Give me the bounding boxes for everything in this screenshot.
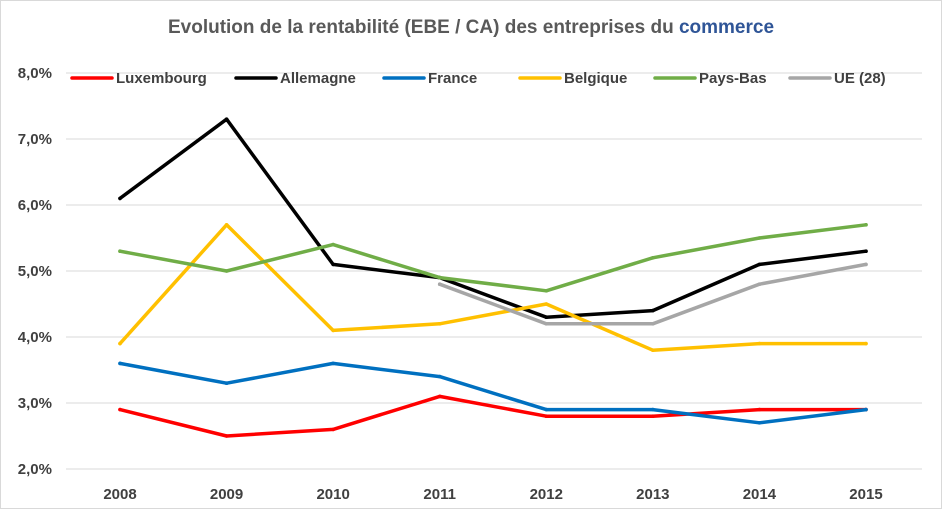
legend-item: Pays-Bas: [653, 70, 767, 87]
series-line: [437, 262, 868, 326]
data-point: [864, 223, 868, 227]
data-point: [437, 374, 442, 379]
x-tick-label: 2011: [423, 486, 456, 503]
legend-label: France: [428, 70, 477, 87]
series-line: [118, 394, 868, 438]
legend-label: Luxembourg: [116, 70, 207, 87]
data-point: [224, 223, 229, 227]
series-allemagne: [118, 117, 868, 320]
series-belgique: [118, 223, 868, 353]
data-point: [651, 308, 655, 313]
legend-item: Luxembourg: [70, 70, 207, 87]
x-tick-label: 2010: [316, 486, 349, 503]
data-point: [437, 322, 442, 326]
data-point: [651, 322, 655, 326]
data-point: [118, 361, 122, 366]
data-point: [437, 275, 442, 280]
series-line: [118, 117, 868, 319]
series-lines: [118, 117, 868, 438]
data-point: [544, 322, 549, 326]
data-point: [118, 407, 122, 412]
data-point: [757, 282, 762, 287]
legend-label: Allemagne: [280, 70, 356, 87]
y-tick-label: 2,0%: [18, 461, 52, 478]
data-point: [651, 407, 655, 412]
data-point: [651, 414, 655, 419]
data-point: [544, 414, 549, 419]
data-point: [437, 394, 442, 399]
x-tick-label: 2014: [743, 486, 777, 503]
data-point: [224, 381, 229, 386]
chart-title: Evolution de la rentabilité (EBE / CA) d…: [0, 17, 942, 39]
data-point: [224, 117, 229, 121]
data-point: [757, 262, 762, 267]
y-tick-label: 4,0%: [18, 329, 52, 346]
y-tick-label: 7,0%: [18, 131, 52, 148]
data-point: [331, 361, 335, 366]
data-point: [544, 289, 549, 293]
y-tick-label: 3,0%: [18, 395, 52, 412]
data-point: [224, 269, 229, 273]
data-point: [864, 249, 868, 253]
data-point: [864, 341, 868, 346]
legend-item: UE (28): [788, 70, 886, 87]
data-point: [224, 434, 229, 438]
data-point: [757, 421, 762, 425]
data-point: [331, 242, 335, 247]
y-tick-label: 8,0%: [18, 65, 52, 82]
data-point: [331, 427, 335, 432]
data-point: [544, 302, 549, 306]
legend-label: UE (28): [834, 70, 886, 87]
x-tick-label: 2015: [849, 486, 882, 503]
x-tick-label: 2008: [103, 486, 136, 503]
x-axis-ticks: 2008 2009 2010 2011 2012 2013 2014 2015: [103, 486, 882, 503]
series-luxembourg: [118, 394, 868, 438]
x-tick-label: 2009: [210, 486, 243, 503]
y-tick-label: 6,0%: [18, 197, 52, 214]
chart-title-text: Evolution de la rentabilité (EBE / CA) d…: [167, 17, 679, 38]
legend-item: France: [382, 70, 477, 87]
data-point: [757, 407, 762, 412]
data-point: [331, 328, 335, 333]
series-ue-28: [437, 262, 868, 326]
data-point: [864, 407, 868, 412]
series-france: [118, 361, 868, 425]
chart-title-accent: commerce: [678, 17, 775, 38]
data-point: [864, 262, 868, 267]
data-point: [118, 341, 122, 346]
data-point: [544, 407, 549, 412]
series-line: [118, 223, 868, 293]
data-point: [118, 249, 122, 253]
x-tick-label: 2013: [636, 486, 669, 503]
data-point: [757, 236, 762, 240]
data-point: [651, 255, 655, 260]
data-point: [757, 341, 762, 346]
legend: Luxembourg Allemagne France Belgique Pays-Ba…: [70, 70, 886, 87]
data-point: [651, 348, 655, 353]
series-pays-bas: [118, 223, 868, 293]
y-tick-label: 5,0%: [18, 263, 52, 280]
data-point: [544, 315, 549, 320]
series-line: [118, 223, 868, 352]
x-tick-label: 2012: [530, 486, 563, 503]
data-point: [331, 262, 335, 267]
legend-label: Belgique: [564, 70, 627, 87]
legend-item: Allemagne: [234, 70, 356, 87]
series-line: [118, 361, 868, 425]
legend-label: Pays-Bas: [699, 70, 767, 87]
gridlines: [66, 72, 922, 470]
data-point: [437, 282, 442, 287]
legend-item: Belgique: [518, 70, 627, 87]
data-point: [118, 196, 122, 201]
y-axis-ticks: 2,0% 3,0% 4,0% 5,0% 6,0% 7,0% 8,0%: [18, 65, 52, 478]
